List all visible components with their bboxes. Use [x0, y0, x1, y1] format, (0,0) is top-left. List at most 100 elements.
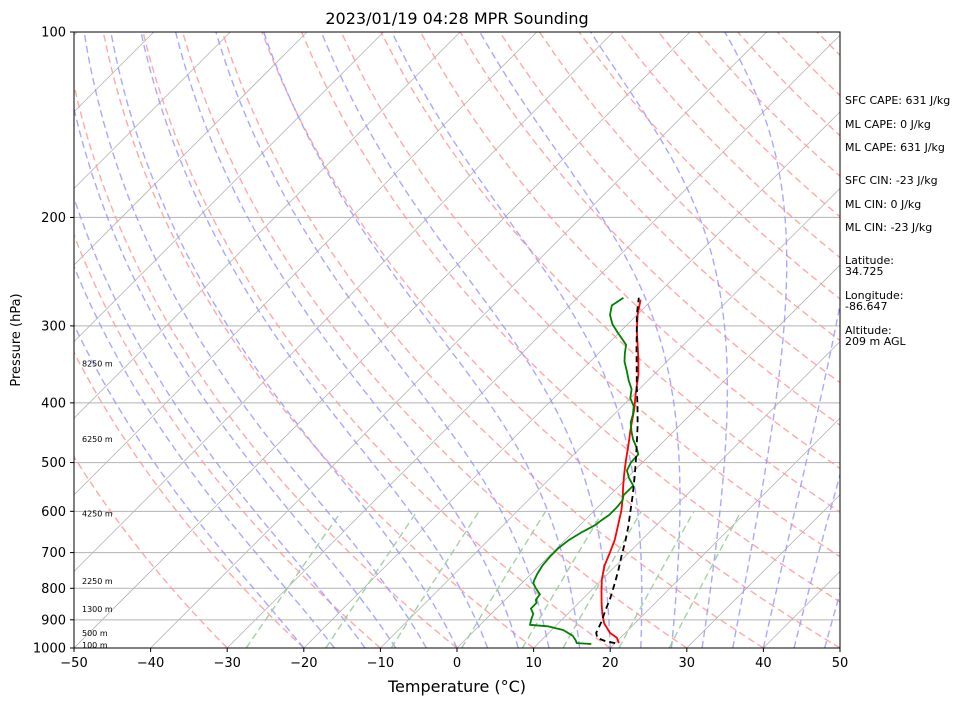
- moist-adiabat: [74, 105, 397, 648]
- latitude-label: Latitude:: [845, 254, 894, 267]
- x-tick-label: 10: [525, 656, 542, 671]
- moist-adiabat: [724, 32, 788, 648]
- altitude-value: 209 m AGL: [845, 335, 907, 348]
- y-axis-label: Pressure (hPa): [9, 293, 24, 386]
- dry-adiabat: [74, 233, 381, 648]
- isotherm-line: [74, 32, 231, 189]
- ml-cape-label: ML CAPE: 0 J/kg: [845, 118, 931, 131]
- moist-adiabat: [320, 32, 611, 648]
- mixing-ratio-line: [618, 510, 695, 648]
- ml-cin-label-2: ML CIN: -23 J/kg: [845, 221, 932, 234]
- height-label: 100 m: [82, 641, 108, 650]
- isotherm-line: [0, 32, 1, 648]
- isotherm-line: [533, 341, 840, 648]
- isotherm-line: [380, 187, 840, 648]
- mixing-ratio-line: [668, 510, 742, 648]
- mixing-ratio-line: [390, 510, 480, 648]
- x-tick-label: −10: [367, 656, 394, 671]
- dry-adiabat: [181, 32, 688, 648]
- isotherm-line: [74, 32, 384, 343]
- moist-adiabat: [110, 32, 458, 648]
- mixing-ratio-line: [325, 510, 418, 648]
- moist-adiabat: [479, 32, 681, 648]
- isotherm-line: [74, 32, 538, 496]
- moist-adiabat: [74, 323, 305, 648]
- longitude-label: Longitude:: [845, 289, 903, 302]
- moist-adiabat: [74, 195, 366, 648]
- dry-adiabat: [340, 32, 840, 558]
- x-tick-label: −40: [137, 656, 164, 671]
- x-tick-label: 30: [679, 656, 696, 671]
- x-tick-label: −30: [213, 656, 240, 671]
- y-tick-label: 500: [41, 456, 66, 471]
- dry-adiabat: [74, 455, 228, 648]
- x-tick-label: 0: [453, 656, 461, 671]
- altitude-label: Altitude:: [845, 324, 892, 337]
- moist-adiabat: [174, 32, 519, 648]
- moist-adiabat: [762, 301, 840, 648]
- dry-adiabat: [261, 32, 840, 648]
- x-tick-label: 50: [832, 656, 849, 671]
- y-axis-ticks: 100 200 300 400 500 600 700 800 900 1000: [33, 26, 74, 657]
- moist-adiabat: [263, 32, 581, 648]
- isotherm-line: [226, 34, 840, 648]
- mixing-ratio-line: [521, 510, 604, 648]
- dry-adiabat: [499, 32, 840, 384]
- isotherm-line: [74, 32, 614, 572]
- x-axis-ticks: −50 −40 −30 −20 −10 0 10 20 30 40 50: [60, 648, 848, 671]
- x-axis-label: Temperature (°C): [387, 677, 526, 696]
- sounding-profiles: [529, 296, 642, 645]
- isotherm-line: [74, 32, 461, 419]
- isotherm-line: [609, 417, 840, 648]
- moist-adiabat: [590, 32, 729, 648]
- x-tick-label: −20: [290, 656, 317, 671]
- height-label: 6250 m: [82, 435, 113, 444]
- mixing-ratio-line: [245, 510, 342, 648]
- y-tick-label: 700: [41, 546, 66, 561]
- dewpoint-profile: [529, 296, 640, 645]
- sfc-cin-label: SFC CIN: -23 J/kg: [845, 174, 938, 187]
- x-tick-label: 40: [755, 656, 772, 671]
- moist-adiabat: [793, 472, 840, 648]
- height-label: 8250 m: [82, 359, 113, 368]
- y-tick-label: 100: [41, 26, 66, 41]
- moist-adiabat: [74, 264, 335, 648]
- stats-panel: SFC CAPE: 631 J/kg ML CAPE: 0 J/kg ML CA…: [845, 94, 950, 348]
- dry-adiabat: [578, 32, 840, 300]
- latitude-value: 34.725: [845, 265, 884, 278]
- moist-adiabat: [83, 32, 427, 648]
- y-tick-label: 200: [41, 211, 66, 226]
- isotherm-line: [303, 111, 840, 648]
- isotherm-line: [74, 32, 691, 648]
- isotherm-line: [686, 494, 840, 648]
- background-lines: [0, 32, 840, 648]
- dry-adiabat: [300, 32, 840, 603]
- dry-adiabat: [538, 32, 840, 342]
- height-label: 2250 m: [82, 577, 113, 586]
- moist-adiabat: [824, 590, 840, 648]
- height-label: 1300 m: [82, 605, 113, 614]
- sfc-cape-label: SFC CAPE: 631 J/kg: [845, 94, 950, 107]
- height-labels: 100 m 500 m 1300 m 2250 m 4250 m 6250 m 8250 m: [82, 359, 113, 649]
- height-label: 500 m: [82, 629, 108, 638]
- dry-adiabat: [102, 32, 535, 648]
- y-tick-label: 900: [41, 613, 66, 628]
- dry-adiabat: [221, 32, 764, 648]
- parcel-profile: [595, 297, 640, 644]
- height-label: 4250 m: [82, 510, 113, 519]
- y-tick-label: 300: [41, 319, 66, 334]
- dry-adiabat: [142, 32, 611, 648]
- moist-adiabat: [215, 32, 550, 648]
- ml-cin-label: ML CIN: 0 J/kg: [845, 198, 921, 211]
- x-tick-label: 20: [602, 656, 619, 671]
- isotherm-line: [150, 32, 767, 648]
- dry-adiabat: [380, 32, 840, 513]
- ml-cape-label-2: ML CAPE: 631 J/kg: [845, 141, 945, 154]
- moist-adiabat: [391, 32, 643, 648]
- y-tick-label: 1000: [33, 642, 66, 657]
- isotherm-line: [74, 32, 308, 266]
- longitude-value: -86.647: [845, 300, 887, 313]
- mixing-ratio-line: [461, 510, 547, 648]
- dry-adiabat: [74, 82, 458, 648]
